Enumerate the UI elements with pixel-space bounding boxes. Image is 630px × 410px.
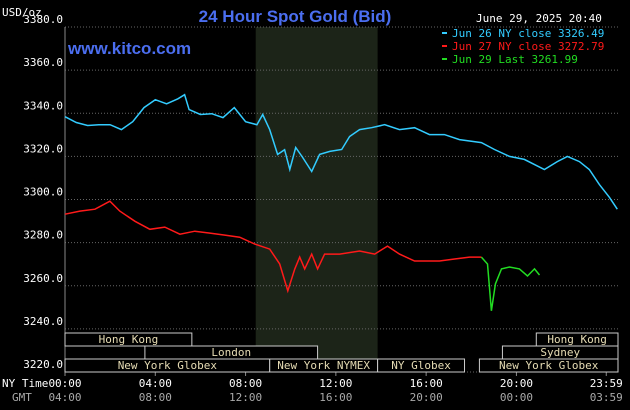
y-tick-label: 3380.0 [23, 13, 63, 26]
highlight-band [255, 27, 378, 372]
y-tick-label: 3220.0 [23, 358, 63, 371]
gmt-tick-label: 04:00 [48, 391, 81, 404]
x-tick-label: 20:00 [500, 377, 533, 390]
y-tick-label: 3340.0 [23, 99, 63, 112]
session-label: New York Globex [118, 359, 218, 372]
y-tick-label: 3320.0 [23, 142, 63, 155]
y-tick-label: 3360.0 [23, 56, 63, 69]
price-line [64, 93, 618, 210]
session-label: Sydney [540, 346, 580, 359]
x-tick-label: 23:59 [590, 377, 623, 390]
price-line [64, 200, 482, 294]
y-tick-label: 3240.0 [23, 315, 63, 328]
gmt-tick-label: 12:00 [229, 391, 262, 404]
gmt-tick-label: 03:59 [590, 391, 623, 404]
session-label: New York NYMEX [277, 359, 370, 372]
gmt-tick-label: 00:00 [500, 391, 533, 404]
x-tick-label: 12:00 [319, 377, 352, 390]
legend-entry: Jun 26 NY close 3326.49 [452, 27, 604, 40]
session-label: Hong Kong [547, 333, 607, 346]
session-box [64, 332, 193, 347]
session-label: NY Globex [391, 359, 451, 372]
x-tick-label: 08:00 [229, 377, 262, 390]
x-tick-label: 04:00 [139, 377, 172, 390]
price-line [480, 256, 541, 311]
session-box [377, 358, 466, 373]
x-row-label: NY Time [2, 377, 48, 390]
x-row-label: GMT [12, 391, 32, 404]
session-label: Hong Kong [99, 333, 159, 346]
legend-entry: Jun 29 Last 3261.99 [452, 53, 578, 66]
chart-title: 24 Hour Spot Gold (Bid) [199, 7, 392, 26]
x-tick-label: 00:00 [48, 377, 81, 390]
gmt-tick-label: 20:00 [410, 391, 443, 404]
session-label: London [211, 346, 251, 359]
watermark: www.kitco.com [67, 39, 191, 58]
timestamp: June 29, 2025 20:40 [476, 12, 602, 25]
legend-entry: Jun 27 NY close 3272.79 [452, 40, 604, 53]
y-tick-label: 3280.0 [23, 229, 63, 242]
session-box [478, 358, 619, 373]
y-tick-label: 3260.0 [23, 272, 63, 285]
unit-label: USD/oz [2, 6, 42, 19]
gmt-tick-label: 16:00 [319, 391, 352, 404]
x-tick-label: 16:00 [410, 377, 443, 390]
y-tick-label: 3300.0 [23, 186, 63, 199]
session-label: New York Globex [499, 359, 599, 372]
gmt-tick-label: 08:00 [139, 391, 172, 404]
